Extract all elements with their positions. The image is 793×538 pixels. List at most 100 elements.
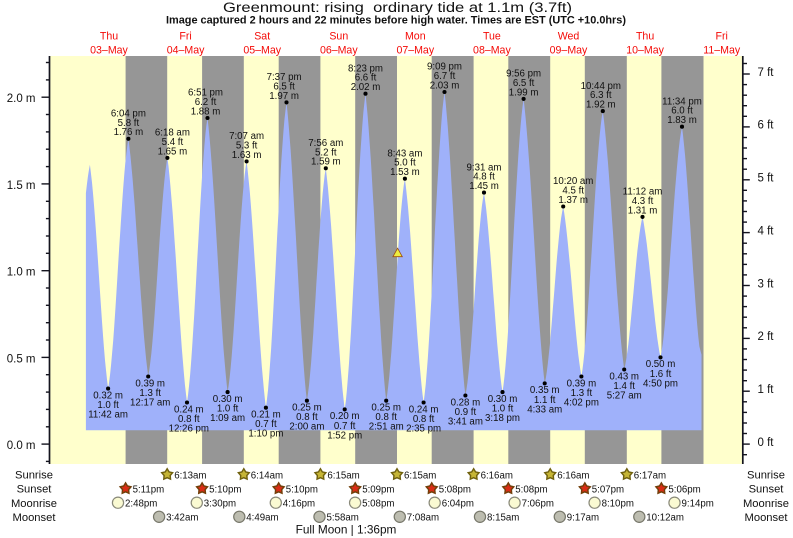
svg-text:1.6 ft: 1.6 ft [650,369,672,380]
svg-text:8:10pm: 8:10pm [602,499,634,510]
svg-text:0.32 m: 0.32 m [93,390,123,401]
svg-text:0.50 m: 0.50 m [646,359,676,370]
svg-text:08–May: 08–May [473,44,511,56]
svg-text:6 ft: 6 ft [758,120,775,132]
svg-text:9:09 pm: 9:09 pm [427,62,462,73]
svg-text:1.3 ft: 1.3 ft [571,388,593,399]
svg-text:03–May: 03–May [90,44,128,56]
svg-text:Sunset: Sunset [17,484,53,496]
svg-text:1.65 m: 1.65 m [158,146,188,157]
svg-text:1.53 m: 1.53 m [390,167,420,178]
svg-text:Mon: Mon [405,31,426,43]
svg-text:6:15am: 6:15am [404,470,436,481]
svg-text:2.02 m: 2.02 m [351,82,381,93]
svg-text:Sunrise: Sunrise [747,470,785,482]
svg-text:1.5 m: 1.5 m [7,180,36,192]
svg-text:3:42am: 3:42am [166,513,198,524]
svg-text:Image captured 2 hours and 22: Image captured 2 hours and 22 minutes be… [166,14,626,26]
svg-text:Moonset: Moonset [13,512,57,524]
svg-text:09–May: 09–May [550,44,588,56]
svg-text:6:16am: 6:16am [481,470,513,481]
svg-text:6.0 ft: 6.0 ft [671,106,693,117]
svg-text:2.0 m: 2.0 m [7,93,36,105]
svg-text:5:06pm: 5:06pm [668,484,700,495]
svg-text:10:20 am: 10:20 am [553,176,593,187]
svg-text:2 ft: 2 ft [758,331,775,343]
svg-text:4:50 pm: 4:50 pm [643,378,678,389]
svg-text:1.99 m: 1.99 m [509,87,539,98]
svg-text:1.0 ft: 1.0 ft [217,404,239,415]
svg-text:5:07pm: 5:07pm [592,484,624,495]
svg-text:5:08pm: 5:08pm [362,499,394,510]
svg-text:3 ft: 3 ft [758,278,775,290]
svg-text:6.2 ft: 6.2 ft [195,97,217,108]
svg-text:0.8 ft: 0.8 ft [296,412,318,423]
svg-text:1.76 m: 1.76 m [114,127,144,138]
svg-text:12:17 am: 12:17 am [130,398,170,409]
svg-text:0.8 ft: 0.8 ft [413,414,435,425]
svg-text:0 ft: 0 ft [758,437,775,449]
svg-text:7:37 pm: 7:37 pm [267,72,302,83]
svg-text:1.37 m: 1.37 m [558,195,588,206]
svg-text:0.28 m: 0.28 m [451,397,481,408]
svg-text:4:02 pm: 4:02 pm [564,398,599,409]
svg-text:1.63 m: 1.63 m [232,150,262,161]
svg-text:Sat: Sat [254,31,270,43]
svg-text:06–May: 06–May [320,44,358,56]
svg-text:0.30 m: 0.30 m [488,394,518,405]
svg-text:1.88 m: 1.88 m [191,106,221,117]
svg-text:7:06pm: 7:06pm [522,499,554,510]
svg-text:5:08pm: 5:08pm [439,484,471,495]
svg-text:0.0 m: 0.0 m [7,440,36,452]
svg-text:04–May: 04–May [167,44,205,56]
svg-text:1.4 ft: 1.4 ft [613,381,635,392]
svg-text:4:16pm: 4:16pm [283,499,315,510]
svg-text:1.0 m: 1.0 m [7,267,36,279]
svg-text:0.39 m: 0.39 m [567,378,597,389]
svg-text:5:11pm: 5:11pm [133,484,165,495]
svg-text:3:18 pm: 3:18 pm [485,413,520,424]
svg-text:5:10pm: 5:10pm [286,484,318,495]
svg-text:3:30pm: 3:30pm [204,499,236,510]
svg-text:6:14am: 6:14am [251,470,283,481]
svg-text:8:43 am: 8:43 am [387,148,422,159]
svg-text:5:10pm: 5:10pm [209,484,241,495]
svg-text:10:44 pm: 10:44 pm [581,81,621,92]
svg-text:5:58am: 5:58am [327,513,359,524]
svg-text:1.0 ft: 1.0 ft [492,404,514,415]
svg-text:8:23 pm: 8:23 pm [348,63,383,74]
svg-text:1 ft: 1 ft [758,384,775,396]
svg-text:1.0 ft: 1.0 ft [97,400,119,411]
svg-text:Fri: Fri [179,31,191,43]
svg-text:Sun: Sun [329,31,348,43]
svg-text:Full Moon | 1:36pm: Full Moon | 1:36pm [296,523,397,537]
svg-text:6:18 am: 6:18 am [155,128,190,139]
svg-text:2:00 am: 2:00 am [289,422,324,433]
svg-text:9:14pm: 9:14pm [682,499,714,510]
svg-text:1.83 m: 1.83 m [667,115,697,126]
svg-text:7 ft: 7 ft [758,67,775,79]
svg-text:5 ft: 5 ft [758,173,775,185]
svg-text:0.30 m: 0.30 m [213,394,243,405]
svg-text:Thu: Thu [100,31,118,43]
svg-text:Wed: Wed [558,31,580,43]
svg-text:6:13am: 6:13am [174,470,206,481]
svg-text:4.8 ft: 4.8 ft [473,172,495,183]
svg-text:0.24 m: 0.24 m [174,404,204,415]
svg-text:6:51 pm: 6:51 pm [188,88,223,99]
svg-text:0.7 ft: 0.7 ft [255,419,277,430]
svg-text:7:56 am: 7:56 am [308,138,343,149]
svg-text:7:07 am: 7:07 am [229,131,264,142]
svg-text:0.9 ft: 0.9 ft [455,407,477,418]
svg-text:Moonrise: Moonrise [11,498,57,510]
svg-text:4 ft: 4 ft [758,225,775,237]
svg-text:Greenmount: rising ordinary t: Greenmount: rising ordinary tide at 1.1m… [223,0,572,15]
svg-text:05–May: 05–May [243,44,281,56]
svg-text:8:15am: 8:15am [487,513,519,524]
svg-text:5.8 ft: 5.8 ft [118,118,140,129]
svg-text:0.7 ft: 0.7 ft [334,421,356,432]
svg-text:0.24 m: 0.24 m [409,404,439,415]
svg-text:2:48pm: 2:48pm [125,499,157,510]
svg-text:6:04 pm: 6:04 pm [111,109,146,120]
svg-text:6:04pm: 6:04pm [442,499,474,510]
